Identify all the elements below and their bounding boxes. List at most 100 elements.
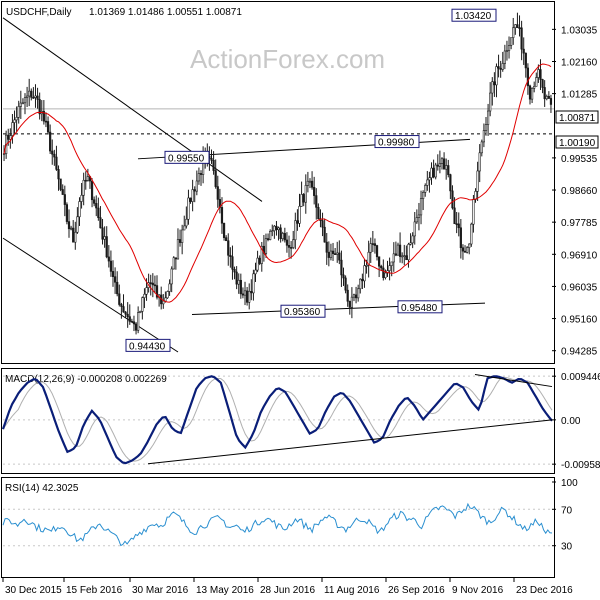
annotation-box <box>164 150 210 164</box>
candle-body <box>252 273 255 294</box>
candle-body <box>518 27 521 29</box>
candle-body <box>97 207 100 218</box>
candle-body <box>436 164 439 167</box>
date-tick-label: 28 Jun 2016 <box>260 585 315 596</box>
candle-body <box>176 239 180 260</box>
candle-body <box>275 225 278 231</box>
candle-body <box>118 293 121 305</box>
candle-body <box>248 290 251 303</box>
candle-body <box>241 293 245 296</box>
candle-body <box>25 95 29 98</box>
candle-body <box>74 231 77 243</box>
annotation-label: 0.99550 <box>168 153 205 164</box>
macd-support-line <box>147 419 553 465</box>
candle-body <box>354 294 358 299</box>
candle-body <box>76 216 79 233</box>
candle-body <box>361 278 364 282</box>
candle-body <box>13 119 16 123</box>
candle-body <box>212 159 215 171</box>
candle-body <box>482 130 485 143</box>
candle-body <box>231 256 234 270</box>
channel-upper-line <box>2 17 263 202</box>
candle-body <box>189 197 192 202</box>
candle-body <box>82 179 85 196</box>
candle-body <box>122 306 125 313</box>
candle-body <box>109 260 113 272</box>
candle-body <box>474 191 477 200</box>
candle-body <box>547 96 550 99</box>
candle-body <box>382 267 385 278</box>
candle-body <box>120 304 123 307</box>
price-annotations: 1.03420 0.99550 0.99980 0.95360 0.95480 0.944… <box>125 8 497 352</box>
candle-body <box>302 194 305 203</box>
candle-body <box>19 102 22 107</box>
candle-body <box>269 231 272 240</box>
candle-body <box>139 311 142 313</box>
candle-body <box>290 247 293 249</box>
annotation-label: 0.99980 <box>378 138 415 149</box>
candle-body <box>539 69 542 80</box>
candle-body <box>181 229 184 243</box>
candle-body <box>480 141 483 154</box>
candle-body <box>132 321 136 325</box>
price-tick-label: 0.97785 <box>561 218 598 229</box>
candle-body <box>151 282 154 286</box>
price-annotation: 0.95480 <box>397 300 443 314</box>
candle-body <box>526 67 530 87</box>
price-tick-label: 0.94285 <box>561 347 598 358</box>
candle-body <box>67 221 71 230</box>
candle-body <box>141 297 144 312</box>
candle-body <box>149 282 152 284</box>
candle-body <box>287 245 291 248</box>
candle-body <box>57 169 60 180</box>
price-annotation: 1.03420 <box>451 8 497 22</box>
candle-body <box>369 243 372 253</box>
candle-body <box>352 294 356 298</box>
candle-body <box>145 287 148 295</box>
candle-body <box>65 204 69 222</box>
candle-body <box>493 81 496 86</box>
rsi-tick-label: 30 <box>561 542 573 553</box>
candle-body <box>86 176 89 181</box>
annotation-label: 0.94430 <box>129 341 166 352</box>
candle-body <box>486 110 490 125</box>
candle-body <box>199 173 203 175</box>
candle-body <box>310 180 314 188</box>
candle-body <box>505 50 509 52</box>
candle-body <box>445 165 448 170</box>
candle-body <box>296 220 299 224</box>
candle-body <box>520 27 523 50</box>
price-tick-label: 1.02160 <box>561 57 598 68</box>
candle-body <box>197 173 201 182</box>
candle-body <box>491 81 494 94</box>
annotation-label: 0.95360 <box>284 307 321 318</box>
candle-body <box>72 227 75 243</box>
candle-body <box>300 194 303 207</box>
candle-body <box>417 214 421 218</box>
price-annotation: 0.99980 <box>374 135 420 149</box>
date-tick-label: 23 Dec 2016 <box>516 585 573 596</box>
candle-body <box>510 37 513 46</box>
candle-body <box>338 252 341 261</box>
candle-body <box>279 227 282 239</box>
candle-body <box>116 281 119 295</box>
candle-body <box>438 163 441 167</box>
candle-body <box>549 98 553 105</box>
candle-body <box>407 244 410 261</box>
price-tick-label: 0.99535 <box>561 154 598 165</box>
candle-body <box>405 255 408 261</box>
candle-body <box>365 265 368 267</box>
macd-title: MACD(12,26,9) -0.000208 0.002269 <box>5 374 167 385</box>
candle-body <box>512 27 515 38</box>
candle-body <box>306 180 309 186</box>
candle-body <box>411 235 414 244</box>
candle-body <box>107 256 110 262</box>
candle-body <box>453 207 456 225</box>
candle-body <box>470 223 473 245</box>
candle-body <box>419 198 423 216</box>
candle-body <box>130 321 133 323</box>
candle-body <box>545 96 548 100</box>
candle-body <box>503 50 506 64</box>
candle-body <box>178 239 182 243</box>
